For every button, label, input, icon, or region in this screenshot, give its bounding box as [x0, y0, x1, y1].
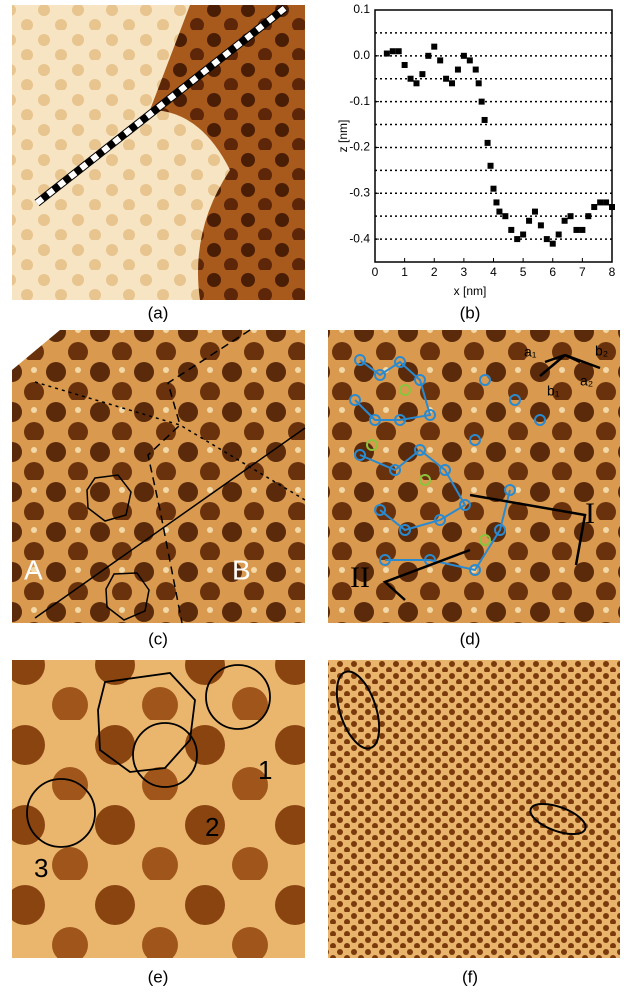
vector-label: b₂ [595, 343, 608, 359]
circle-label: 1 [258, 755, 272, 785]
x-tick-label: 0 [372, 265, 379, 279]
data-point [514, 236, 520, 242]
circle-label: 3 [34, 853, 48, 883]
figure: (a) (b) (c) (d) (e) (f) A B a₁ b₁ a₂ b₂ … [0, 0, 624, 992]
x-tick-label: 5 [520, 265, 527, 279]
data-point [431, 44, 437, 50]
data-point [526, 218, 532, 224]
data-point [502, 213, 508, 219]
y-tick-label: -0.2 [349, 140, 370, 154]
site-label: I [585, 497, 595, 530]
data-point [508, 227, 514, 233]
data-point [556, 232, 562, 238]
data-point [491, 186, 497, 192]
x-tick-label: 2 [431, 265, 438, 279]
data-point [482, 117, 488, 123]
image-d [328, 330, 620, 623]
region-label: B [232, 554, 251, 585]
panel-label: (b) [460, 303, 481, 322]
data-point [449, 80, 455, 86]
data-point [538, 222, 544, 228]
data-point [609, 204, 615, 210]
x-tick-label: 1 [401, 265, 408, 279]
circle-label: 2 [205, 812, 219, 842]
vector-label: b₁ [547, 383, 560, 399]
panel-label: (f) [462, 967, 478, 986]
data-point [544, 236, 550, 242]
data-point [550, 241, 556, 247]
data-point [473, 67, 479, 73]
region-label: A [24, 554, 43, 585]
x-tick-label: 7 [579, 265, 586, 279]
image-e [12, 660, 305, 958]
data-point [579, 227, 585, 233]
site-label: II [350, 561, 370, 594]
x-tick-label: 6 [549, 265, 556, 279]
data-point [479, 99, 485, 105]
panel-label: (c) [148, 629, 168, 648]
data-point [591, 204, 597, 210]
data-point [603, 199, 609, 205]
image-f [328, 660, 620, 958]
data-point [496, 209, 502, 215]
y-tick-label: -0.4 [349, 231, 370, 245]
data-point [408, 76, 414, 82]
data-point [390, 48, 396, 54]
data-point [396, 48, 402, 54]
data-point [467, 57, 473, 63]
panel-label: (e) [148, 967, 169, 986]
y-tick-label: 0.1 [353, 2, 370, 16]
data-point [520, 232, 526, 238]
x-tick-label: 4 [490, 265, 497, 279]
data-point [443, 76, 449, 82]
panel-label: (a) [148, 303, 169, 322]
data-point [437, 57, 443, 63]
y-tick-label: -0.1 [349, 94, 370, 108]
data-point [455, 67, 461, 73]
vector-label: a₂ [580, 373, 593, 389]
x-tick-label: 8 [609, 265, 616, 279]
data-point [597, 199, 603, 205]
data-point [488, 163, 494, 169]
data-point [585, 213, 591, 219]
plot-frame [375, 10, 612, 262]
data-point [573, 227, 579, 233]
data-point [419, 71, 425, 77]
y-axis-label: z [nm] [336, 120, 350, 153]
x-axis-label: x [nm] [454, 284, 487, 298]
data-point [493, 199, 499, 205]
data-point [402, 62, 408, 68]
data-point [562, 218, 568, 224]
image-c [12, 330, 305, 623]
data-point [485, 140, 491, 146]
data-point [413, 80, 419, 86]
data-point [425, 53, 431, 59]
vector-label: a₁ [524, 344, 537, 360]
image-a [12, 5, 305, 300]
y-tick-label: -0.3 [349, 185, 370, 199]
data-point [532, 209, 538, 215]
data-point [568, 213, 574, 219]
y-tick-label: 0.0 [353, 48, 370, 62]
data-point [476, 80, 482, 86]
data-point [384, 51, 390, 57]
panel-label: (d) [460, 629, 481, 648]
data-point [461, 53, 467, 59]
x-tick-label: 3 [461, 265, 468, 279]
